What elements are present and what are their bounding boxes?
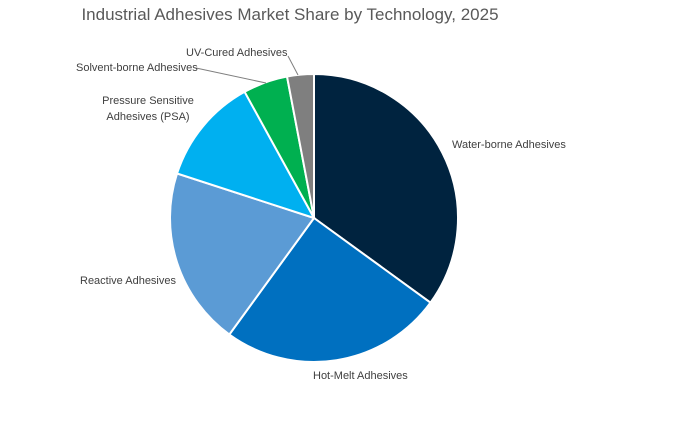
- slice-label: Water-borne Adhesives: [452, 139, 566, 151]
- slice-label: Hot-Melt Adhesives: [313, 370, 408, 382]
- pie-slice-pressure-sensitive-adhesives-psa: [175, 90, 317, 220]
- pie-slice-reactive-adhesives: [169, 172, 316, 336]
- slice-label: Solvent-borne Adhesives: [76, 62, 198, 74]
- chart-title: Industrial Adhesives Market Share by Tec…: [81, 5, 498, 24]
- leader-line: [287, 55, 299, 76]
- slice-label: Pressure Sensitive Adhesives (PSA): [102, 95, 194, 123]
- pie-slice-uv-cured-adhesives: [285, 72, 315, 219]
- leader-lines: [195, 55, 299, 84]
- slice-label: Reactive Adhesives: [80, 275, 176, 287]
- slice-label: UV-Cured Adhesives: [186, 47, 288, 59]
- pie-slice-hot-melt-adhesives: [227, 216, 432, 363]
- pie-slice-water-borne-adhesives: [313, 72, 459, 305]
- leader-line: [195, 67, 267, 84]
- slice-labels: Water-borne Adhesives Hot-Melt Adhesives R…: [76, 47, 566, 382]
- pie-slices: [169, 72, 459, 363]
